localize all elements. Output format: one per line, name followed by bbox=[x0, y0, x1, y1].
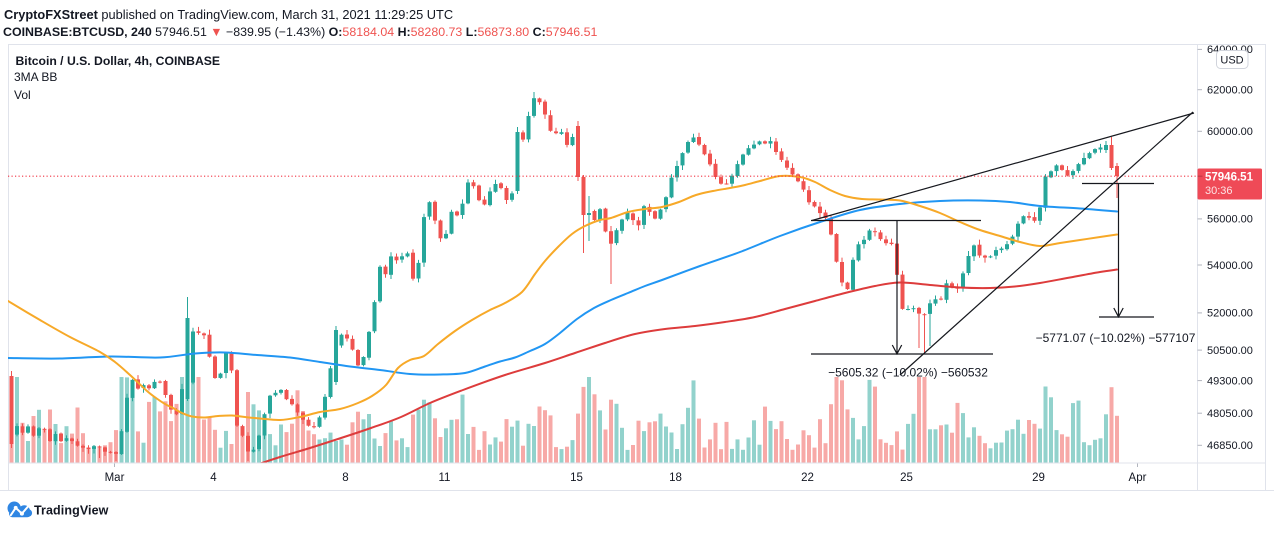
svg-text:3MA BB: 3MA BB bbox=[14, 70, 57, 84]
svg-text:62000.00: 62000.00 bbox=[1207, 85, 1253, 97]
svg-text:4: 4 bbox=[210, 472, 217, 484]
svg-text:8: 8 bbox=[342, 472, 348, 484]
svg-text:Mar: Mar bbox=[105, 472, 125, 484]
svg-text:Bitcoin / U.S. Dollar, 4h, COI: Bitcoin / U.S. Dollar, 4h, COINBASE bbox=[16, 54, 221, 68]
svg-text:Apr: Apr bbox=[1129, 472, 1147, 484]
svg-text:60000.00: 60000.00 bbox=[1207, 126, 1253, 138]
svg-text:COINBASE:BTCUSD, 240 57946.51: COINBASE:BTCUSD, 240 57946.51 ▼ −839.95 … bbox=[3, 25, 597, 39]
svg-text:−5771.07 (−10.02%) −577107: −5771.07 (−10.02%) −577107 bbox=[1036, 331, 1196, 345]
svg-text:18: 18 bbox=[669, 472, 682, 484]
svg-text:15: 15 bbox=[570, 472, 583, 484]
svg-text:50500.00: 50500.00 bbox=[1207, 345, 1253, 357]
svg-text:49300.00: 49300.00 bbox=[1207, 375, 1253, 387]
svg-text:25: 25 bbox=[900, 472, 913, 484]
svg-text:USD: USD bbox=[1220, 55, 1243, 67]
svg-text:−5605.32 (−10.02%) −560532: −5605.32 (−10.02%) −560532 bbox=[828, 366, 988, 380]
svg-text:56000.00: 56000.00 bbox=[1207, 214, 1253, 226]
svg-text:Vol: Vol bbox=[14, 88, 31, 102]
svg-text:CryptoFXStreet published on Tr: CryptoFXStreet published on TradingView.… bbox=[4, 7, 453, 22]
svg-text:57946.51: 57946.51 bbox=[1205, 172, 1254, 184]
svg-text:29: 29 bbox=[1032, 472, 1045, 484]
svg-text:46850.00: 46850.00 bbox=[1207, 440, 1253, 452]
svg-text:11: 11 bbox=[439, 472, 451, 484]
svg-text:TradingView: TradingView bbox=[34, 504, 109, 518]
svg-text:54000.00: 54000.00 bbox=[1207, 260, 1253, 272]
svg-text:52000.00: 52000.00 bbox=[1207, 308, 1253, 320]
svg-text:30:36: 30:36 bbox=[1205, 185, 1233, 197]
svg-text:22: 22 bbox=[801, 472, 814, 484]
svg-text:48050.00: 48050.00 bbox=[1207, 408, 1253, 420]
